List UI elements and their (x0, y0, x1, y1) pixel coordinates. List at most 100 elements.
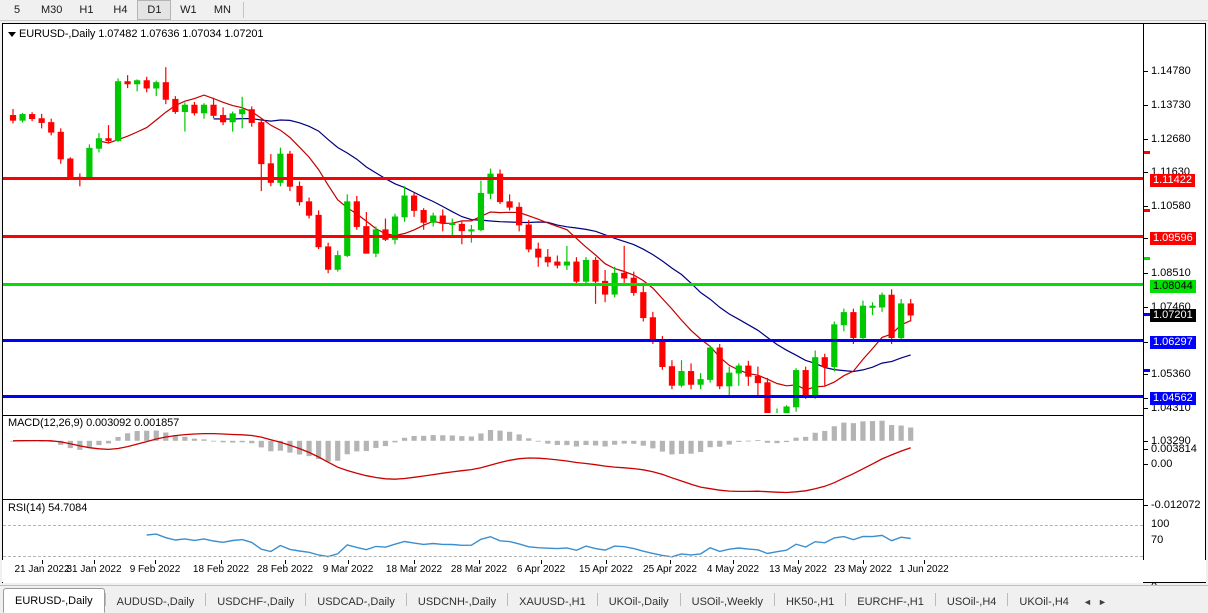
date-axis-tick (155, 560, 156, 564)
chart-tab-xauusd--h1[interactable]: XAUUSD-,H1 (519, 596, 586, 608)
tab-separator (305, 592, 307, 606)
price-axis-tick (1144, 441, 1148, 442)
timeframe-button-5[interactable]: 5 (13, 4, 21, 16)
chart-tab-usoil--h4[interactable]: USOil-,H4 (946, 596, 997, 608)
price-marker-1.11422[interactable]: 1.11422 (1150, 174, 1195, 187)
chart-tab-ukoil--h4[interactable]: UKOil-,H4 (1019, 596, 1069, 608)
axis-stub-1.11422 (1144, 151, 1150, 154)
date-axis-label: 21 Jan 2022 (14, 564, 70, 575)
date-axis-tick (670, 560, 671, 564)
date-axis-label: 9 Mar 2022 (322, 564, 374, 575)
tab-separator (405, 592, 407, 606)
date-axis-label: 31 Jan 2022 (66, 564, 122, 575)
date-axis-label: 25 Apr 2022 (643, 564, 697, 575)
price-axis-label-1.12680: 1.12680 (1151, 133, 1191, 145)
axis-stub-1.08044 (1144, 257, 1150, 260)
rsi-level-30 (3, 556, 1143, 557)
price-pane[interactable]: EURUSD-,Daily 1.07482 1.07636 1.07034 1.… (3, 24, 1143, 413)
axis-stub-1.06297 (1144, 313, 1150, 316)
price-marker-1.06297[interactable]: 1.06297 (1150, 336, 1196, 349)
level-line-1.04562[interactable] (3, 395, 1143, 398)
chart-tab-strip: EURUSD-,Daily AUDUSD-,Daily USDCHF-,Daily U… (0, 585, 1208, 613)
macd-axis-tick (1144, 464, 1148, 465)
tab-separator (934, 592, 936, 606)
tab-separator (205, 592, 207, 606)
date-axis-tick (733, 560, 734, 564)
price-pane-header-text: EURUSD-,Daily 1.07482 1.07636 1.07034 1.… (19, 28, 264, 40)
chart-tab-eurusd--daily[interactable]: EURUSD-,Daily (3, 588, 105, 613)
price-pane-header: EURUSD-,Daily 1.07482 1.07636 1.07034 1.… (8, 28, 264, 40)
price-axis-tick (1144, 307, 1148, 308)
date-axis-tick (924, 560, 925, 564)
macd-plot (10, 420, 914, 494)
date-axis-label: 6 Apr 2022 (516, 564, 566, 575)
tab-scroll-prev[interactable]: ◄ (1082, 597, 1092, 607)
level-line-1.09596[interactable] (3, 235, 1143, 238)
rsi-plot (146, 533, 911, 558)
price-axis-label-1.13730: 1.13730 (1151, 99, 1191, 111)
timeframe-button-h1[interactable]: H1 (79, 4, 94, 16)
tab-separator (104, 592, 106, 606)
chart-tab-hk50--h1[interactable]: HK50-,H1 (785, 596, 835, 608)
date-axis-label: 28 Feb 2022 (256, 564, 314, 575)
date-axis-label: 28 Mar 2022 (450, 564, 508, 575)
date-axis-label: 4 May 2022 (706, 564, 760, 575)
date-axis-tick (479, 560, 480, 564)
level-line-1.11422[interactable] (3, 177, 1143, 180)
timeframe-toolbar: 5 M30 H1 H4 D1 W1 MN (0, 0, 1208, 21)
price-axis-label-1.08510: 1.08510 (1151, 267, 1191, 279)
date-axis-label: 9 Feb 2022 (129, 564, 181, 575)
price-marker-1.08044[interactable]: 1.08044 (1150, 280, 1196, 293)
timeframe-button-w1[interactable]: W1 (180, 4, 197, 16)
date-axis-tick (94, 560, 95, 564)
collapse-arrow-icon[interactable] (8, 31, 16, 37)
macd-axis-tick (1144, 505, 1148, 506)
price-axis-tick (1144, 139, 1148, 140)
timeframe-button-mn[interactable]: MN (213, 4, 231, 16)
tab-separator (845, 592, 847, 606)
date-axis-tick (798, 560, 799, 564)
price-axis-label-1.03290: 1.03290 (1151, 435, 1191, 447)
price-marker-1.04562[interactable]: 1.04562 (1150, 392, 1196, 405)
date-axis: 21 Jan 2022 31 Jan 2022 9 Feb 2022 18 Feb 2… (2, 560, 1206, 582)
price-marker-1.07201[interactable]: 1.07201 (1150, 309, 1196, 322)
date-axis-tick (42, 560, 43, 564)
tab-separator (507, 592, 509, 606)
price-axis[interactable]: 1.14780 1.13730 1.12680 1.11630 1.10580 1.095… (1143, 24, 1205, 593)
price-axis-tick (1144, 71, 1148, 72)
price-axis-tick (1144, 172, 1148, 173)
chart-tab-usoil--weekly[interactable]: USOil-,Weekly (691, 596, 763, 608)
chart-tab-eurchf--h1[interactable]: EURCHF-,H1 (857, 596, 924, 608)
tab-separator (773, 592, 775, 606)
date-axis-tick (221, 560, 222, 564)
tab-separator (596, 592, 598, 606)
date-axis-label: 18 Feb 2022 (192, 564, 250, 575)
price-candlestick-plot (9, 67, 914, 413)
price-axis-label-1.05360: 1.05360 (1151, 368, 1191, 380)
chart-frame: EURUSD-,Daily 1.07482 1.07636 1.07034 1.… (2, 23, 1206, 593)
timeframe-button-d1[interactable]: D1 (137, 0, 172, 20)
rsi-axis-label-100: 100 (1151, 518, 1170, 530)
price-axis-tick (1144, 374, 1148, 375)
chart-tab-usdcad--daily[interactable]: USDCAD-,Daily (317, 596, 395, 608)
axis-stub-1.04562 (1144, 369, 1150, 372)
date-axis-label: 23 May 2022 (834, 564, 892, 575)
macd-pane-header: MACD(12,26,9) 0.003092 0.001857 (8, 417, 180, 429)
macd-axis-label-0.003814: 0.003814 (1151, 443, 1197, 455)
rsi-axis-label-70: 70 (1151, 534, 1164, 546)
level-line-1.06297[interactable] (3, 339, 1143, 342)
timeframe-button-h4[interactable]: H4 (113, 4, 128, 16)
macd-pane[interactable]: MACD(12,26,9) 0.003092 0.001857 (3, 415, 1143, 497)
price-marker-1.09596[interactable]: 1.09596 (1150, 232, 1196, 245)
chart-tab-usdchf--daily[interactable]: USDCHF-,Daily (217, 596, 295, 608)
timeframe-button-m30[interactable]: M30 (41, 4, 63, 16)
chart-tab-usdcnh--daily[interactable]: USDCNH-,Daily (417, 596, 497, 608)
tab-scroll-next[interactable]: ► (1097, 597, 1107, 607)
price-axis-tick (1144, 342, 1148, 343)
chart-tab-ukoil--daily[interactable]: UKOil-,Daily (608, 596, 669, 608)
chart-tab-audusd--daily[interactable]: AUDUSD-,Daily (116, 596, 195, 608)
date-axis-label: 13 May 2022 (769, 564, 827, 575)
level-line-1.08044[interactable] (3, 283, 1143, 286)
price-axis-label-1.11630: 1.11630 (1151, 166, 1190, 178)
